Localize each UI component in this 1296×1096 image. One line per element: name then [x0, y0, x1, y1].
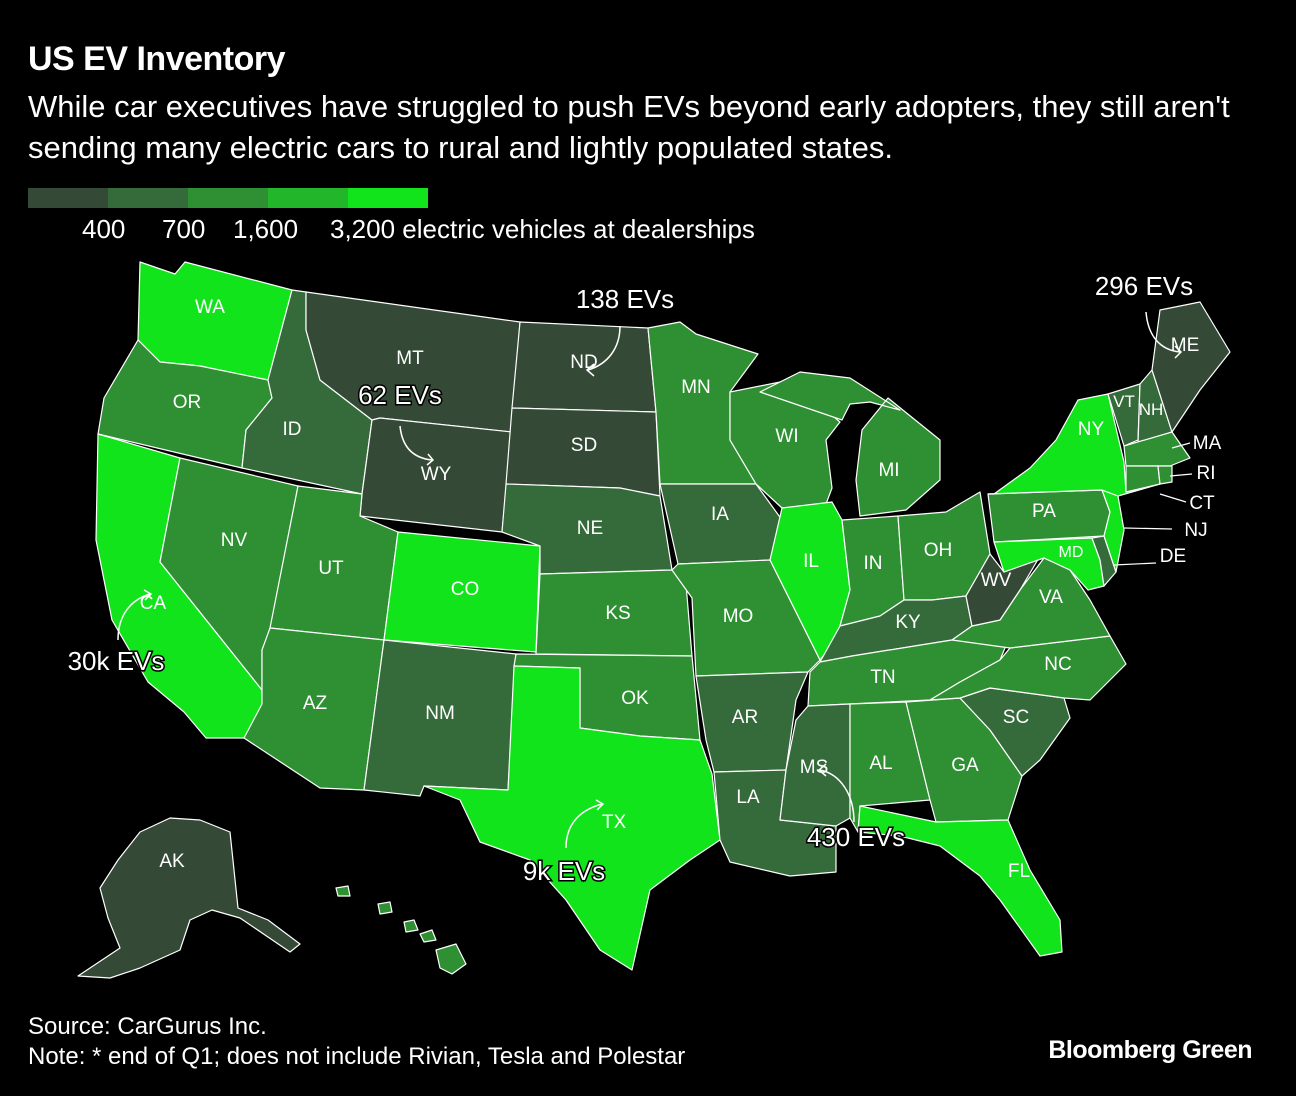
- svg-text:DE: DE: [1160, 546, 1186, 567]
- legend-label-700: 700: [162, 214, 206, 244]
- note-line: Note: * end of Q1; does not include Rivi…: [28, 1043, 686, 1070]
- svg-text:NJ: NJ: [1184, 520, 1207, 541]
- svg-text:RI: RI: [1197, 463, 1216, 484]
- state-NY: [987, 393, 1161, 497]
- svg-text:AL: AL: [869, 753, 892, 774]
- svg-text:OK: OK: [621, 688, 649, 709]
- state-KS: [535, 569, 693, 657]
- svg-text:IA: IA: [711, 504, 729, 525]
- legend-label-1600: 1,600: [233, 214, 299, 244]
- annotation-me: 296 EVs: [1095, 271, 1193, 301]
- color-legend: [28, 188, 428, 208]
- svg-text:NE: NE: [577, 518, 603, 539]
- svg-text:KS: KS: [605, 603, 630, 624]
- annotation-ca: 30k EVs: [68, 646, 165, 676]
- svg-text:VT: VT: [1113, 392, 1135, 411]
- svg-text:VA: VA: [1039, 587, 1063, 608]
- svg-text:MI: MI: [878, 460, 899, 481]
- svg-text:IL: IL: [803, 551, 819, 572]
- state-MI: [759, 371, 941, 517]
- svg-text:WA: WA: [195, 297, 225, 318]
- svg-text:NV: NV: [221, 530, 248, 551]
- legend-label-3200: 3,200 electric vehicles at dealerships: [330, 214, 755, 244]
- svg-text:PA: PA: [1032, 501, 1056, 522]
- svg-text:NM: NM: [425, 703, 455, 724]
- state-CT: [1125, 465, 1161, 493]
- svg-text:CO: CO: [451, 579, 480, 600]
- svg-text:WV: WV: [981, 570, 1012, 591]
- state-labels: WA OR CA NV ID MT WY UT AZ CO NM ND SD N…: [140, 297, 1222, 882]
- legend-swatch-4: [268, 188, 348, 208]
- svg-text:KY: KY: [895, 612, 921, 633]
- bloomberg-green-logo: Bloomberg Green: [1048, 1036, 1252, 1064]
- ev-annotations: 30k EVs 9k EVs 62 EVs 138 EVs 430 EVs 29…: [66, 270, 1195, 888]
- svg-text:OH: OH: [924, 540, 953, 561]
- svg-text:TX: TX: [602, 812, 627, 833]
- state-NC: [929, 635, 1127, 701]
- source-note: Source: CarGurus Inc. Note: * end of Q1;…: [28, 1012, 685, 1072]
- legend-swatch-5: [348, 188, 428, 208]
- svg-text:IN: IN: [864, 553, 883, 574]
- source-line: Source: CarGurus Inc.: [28, 1013, 267, 1040]
- svg-text:MA: MA: [1193, 433, 1222, 454]
- state-WV: [965, 553, 1041, 627]
- svg-text:WI: WI: [775, 426, 798, 447]
- svg-text:UT: UT: [318, 558, 344, 579]
- chart-title: US EV Inventory: [28, 40, 286, 78]
- svg-text:WY: WY: [421, 464, 452, 485]
- svg-text:OR: OR: [173, 392, 202, 413]
- svg-text:NH: NH: [1139, 400, 1164, 419]
- svg-text:ID: ID: [283, 419, 302, 440]
- annotation-ms: 430 EVs: [807, 822, 905, 852]
- svg-text:TN: TN: [870, 667, 895, 688]
- state-HI: [335, 885, 467, 975]
- svg-text:FL: FL: [1008, 861, 1030, 882]
- svg-text:SD: SD: [571, 435, 597, 456]
- state-MA: [1123, 431, 1191, 467]
- annotation-nd: 138 EVs: [576, 284, 674, 314]
- svg-text:AK: AK: [159, 851, 185, 872]
- svg-text:NY: NY: [1078, 419, 1105, 440]
- state-RI: [1157, 465, 1173, 485]
- svg-text:ND: ND: [570, 352, 597, 373]
- svg-text:CT: CT: [1189, 493, 1215, 514]
- svg-text:MN: MN: [681, 377, 711, 398]
- svg-text:AR: AR: [732, 707, 758, 728]
- callout-arrows: [117, 311, 1183, 849]
- legend-swatch-2: [108, 188, 188, 208]
- state-AK: [77, 817, 301, 979]
- svg-text:ME: ME: [1171, 335, 1200, 356]
- us-map: WA OR CA NV ID MT WY UT AZ CO NM ND SD N…: [66, 261, 1231, 979]
- svg-text:MD: MD: [1059, 544, 1084, 561]
- svg-text:NC: NC: [1044, 654, 1071, 675]
- svg-text:LA: LA: [736, 787, 760, 808]
- svg-text:SC: SC: [1003, 707, 1029, 728]
- legend-swatch-3: [188, 188, 268, 208]
- chart-subtitle: While car executives have struggled to p…: [28, 89, 1230, 165]
- legend-label-400: 400: [82, 214, 126, 244]
- svg-text:AZ: AZ: [303, 693, 328, 714]
- leader-lines: [1113, 442, 1193, 566]
- annotation-tx: 9k EVs: [523, 856, 605, 886]
- legend-swatch-1: [28, 188, 108, 208]
- svg-text:MO: MO: [723, 606, 754, 627]
- svg-text:MT: MT: [396, 348, 424, 369]
- svg-text:GA: GA: [951, 755, 979, 776]
- annotation-wy: 62 EVs: [358, 380, 442, 410]
- state-DE: [1091, 535, 1117, 587]
- state-TX: [423, 665, 721, 971]
- state-FL: [857, 805, 1063, 957]
